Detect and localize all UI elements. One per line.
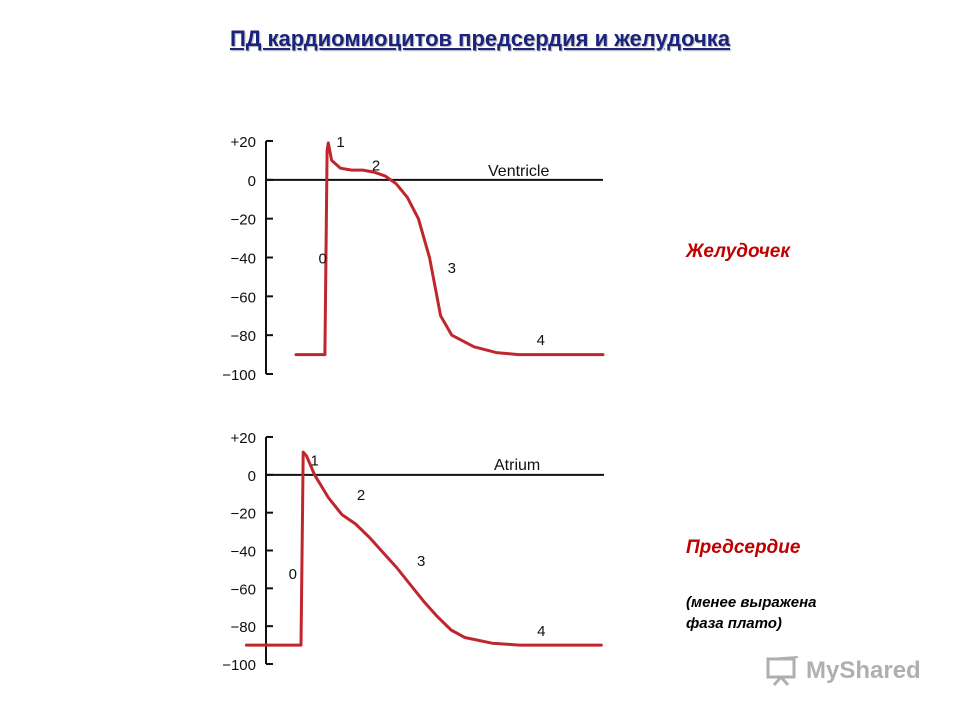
ventricle-label: Желудочек (686, 241, 790, 262)
action-potential-curve (294, 141, 605, 357)
y-tick-label: +20 (231, 430, 256, 447)
atrium-panel: +20 0 −20 −40 −60 −80 −100 Atrium 0 1 2 3 4 (222, 430, 604, 674)
y-tick-label: −60 (231, 289, 256, 306)
ventricle-panel: +20 0 −20 −40 −60 −80 −100 Ventricle 0 1 2 3 4 (222, 134, 605, 384)
phase-label: 3 (417, 553, 425, 570)
panel-title: Atrium (494, 457, 540, 474)
y-tick-label: −80 (231, 328, 256, 345)
y-tick-label: +20 (231, 134, 256, 151)
phase-label: 0 (289, 566, 297, 583)
action-potential-curve (244, 450, 603, 647)
watermark: MyShared (766, 656, 921, 686)
phase-label: 2 (372, 157, 380, 174)
atrium-label: Предсердие (686, 537, 801, 558)
phase-label: 2 (357, 487, 365, 504)
y-tick-label: −20 (231, 212, 256, 229)
y-tick-label: −20 (231, 506, 256, 523)
panel-title: Ventricle (488, 163, 549, 180)
watermark-text: MyShared (806, 657, 921, 684)
y-tick-label: −60 (231, 581, 256, 598)
atrium-note: (менее выражена фаза плато) (686, 594, 817, 632)
y-tick-label: −80 (231, 619, 256, 636)
phase-label: 3 (448, 260, 456, 277)
phase-label: 1 (310, 453, 318, 470)
phase-label: 1 (336, 134, 344, 151)
y-tick-label: −100 (222, 367, 256, 384)
page-title: ПД кардиомиоцитов предсердия и желудочка (229, 26, 731, 51)
phase-label: 4 (537, 332, 545, 349)
phase-label: 0 (319, 251, 327, 268)
y-tick-label: 0 (248, 468, 256, 485)
phase-label: 4 (537, 623, 545, 640)
y-tick-label: 0 (248, 173, 256, 190)
y-tick-label: −100 (222, 657, 256, 674)
y-tick-label: −40 (231, 544, 256, 561)
presentation-board-icon (766, 656, 799, 686)
y-tick-label: −40 (231, 251, 256, 268)
